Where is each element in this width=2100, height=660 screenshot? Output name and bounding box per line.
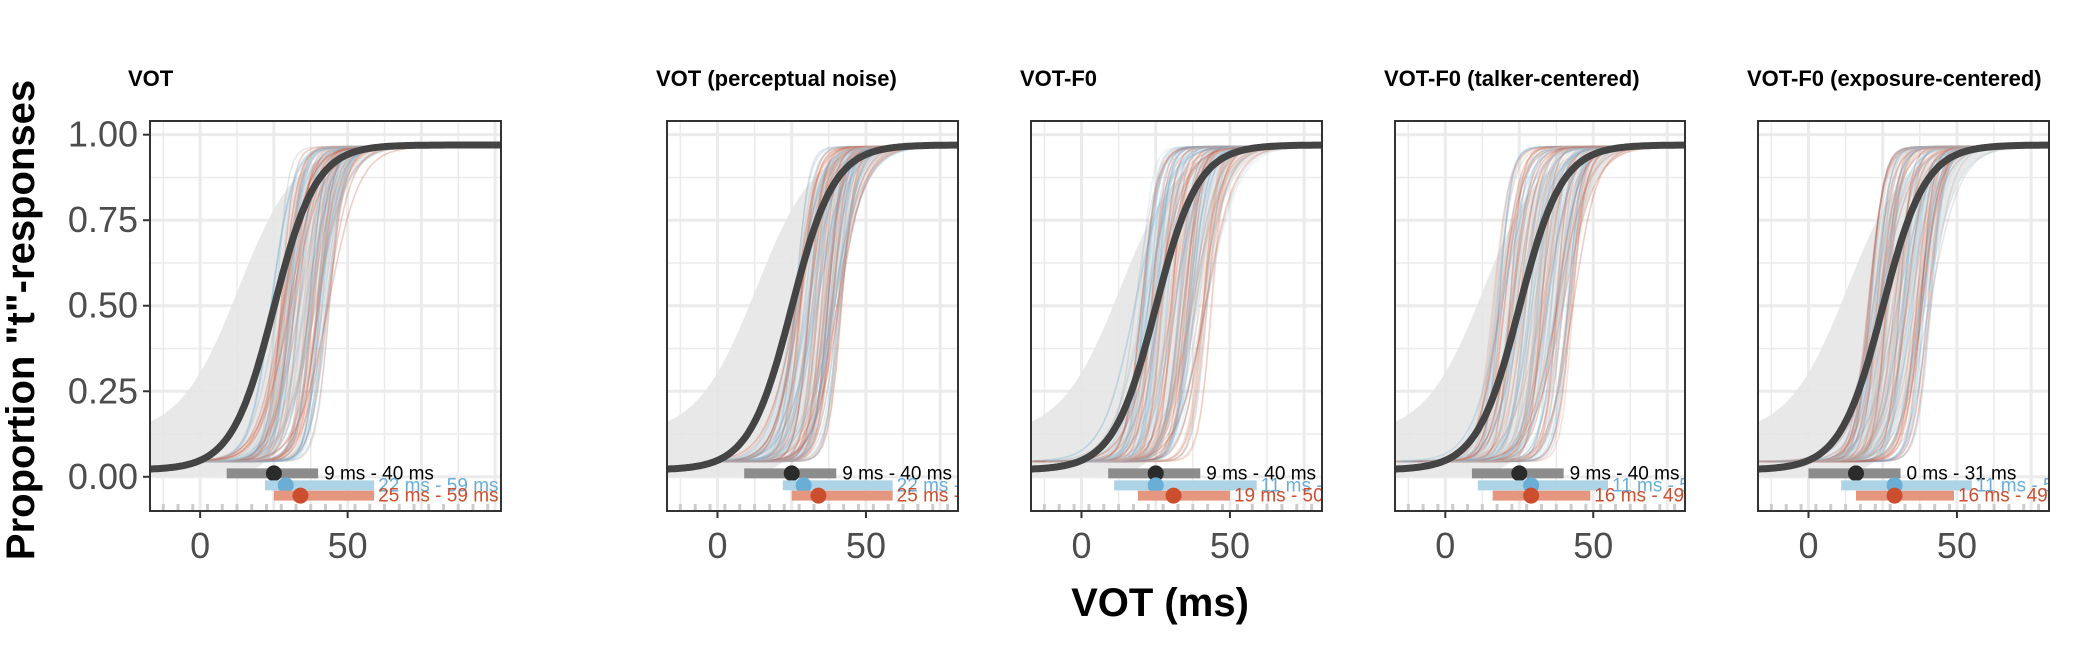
y-tick-label: 1.00 — [68, 114, 138, 155]
y-tick-label: 0.50 — [68, 285, 138, 326]
individual-curve — [1051, 146, 1319, 463]
reference-curve — [1031, 141, 1322, 473]
confidence-ribbon — [1395, 141, 1685, 477]
range-point-red — [1165, 487, 1182, 504]
range-label-blue: 11 ms - 59 ms — [1261, 475, 1380, 496]
x-tick-label: 50 — [1573, 525, 1613, 566]
x-tick-label: 0 — [1798, 525, 1818, 566]
range-label-grey: 9 ms - 40 ms — [1206, 463, 1316, 484]
panel-border — [149, 120, 502, 512]
confidence-ribbon — [1758, 141, 2049, 477]
y-axis-label: Proportion "t"-responses — [0, 80, 43, 560]
x-tick-label: 50 — [1210, 525, 1250, 566]
reference-curve — [1758, 141, 2049, 473]
range-label-grey: 9 ms - 40 ms — [324, 463, 434, 484]
range-label-blue: 11 ms - 55 ms — [1976, 475, 2095, 496]
x-tick-label: 0 — [1071, 525, 1091, 566]
panel-title: VOT-F0 (exposure-centered) — [1747, 66, 2042, 91]
range-label-red: 16 ms - 49 ms — [1958, 486, 2078, 507]
range-point-grey — [1511, 465, 1528, 482]
range-point-red — [292, 487, 309, 504]
range-point-grey — [1847, 465, 1864, 482]
y-tick-label: 0.75 — [68, 199, 138, 240]
range-point-grey — [1147, 465, 1164, 482]
panel-title: VOT-F0 — [1020, 66, 1097, 91]
reference-curve — [1395, 141, 1685, 473]
range-label-blue: 22 ms - 59 ms — [897, 475, 1017, 496]
range-point-red — [1523, 487, 1540, 504]
range-point-grey — [783, 465, 800, 482]
grid — [150, 121, 501, 511]
range-point-grey — [265, 465, 282, 482]
x-tick-label: 0 — [707, 525, 727, 566]
x-tick-label: 0 — [1435, 525, 1455, 566]
confidence-ribbon — [150, 141, 501, 477]
x-tick-label: 50 — [846, 525, 886, 566]
range-point-red — [810, 487, 827, 504]
panel-title: VOT-F0 (talker-centered) — [1384, 66, 1640, 91]
reference-curve — [150, 141, 501, 473]
range-point-red — [1886, 487, 1903, 504]
panel-border — [666, 120, 959, 512]
range-point-blue — [1147, 477, 1164, 494]
range-label-grey: 9 ms - 40 ms — [1570, 463, 1680, 484]
x-tick-label: 0 — [190, 525, 210, 566]
panel-title: VOT — [128, 66, 174, 91]
range-label-grey: 0 ms - 31 ms — [1907, 463, 2017, 484]
panel-border — [1394, 120, 1686, 512]
reference-curve — [667, 141, 958, 473]
x-tick-label: 50 — [328, 525, 368, 566]
range-label-red: 25 ms - 59 ms — [897, 486, 1017, 507]
range-label-red: 25 ms - 59 ms — [378, 486, 498, 507]
x-tick-label: 50 — [1937, 525, 1977, 566]
range-label-grey: 9 ms - 40 ms — [842, 463, 952, 484]
individual-curve — [1059, 146, 1318, 463]
panel-border — [1030, 120, 1323, 512]
range-point-blue — [277, 477, 294, 494]
x-axis-label: VOT (ms) — [1071, 581, 1249, 625]
confidence-ribbon — [667, 141, 958, 477]
panel-border — [1757, 120, 2050, 512]
range-label-red: 16 ms - 49 ms — [1594, 486, 1714, 507]
range-label-blue: 11 ms - 55 ms — [1612, 475, 1731, 496]
confidence-ribbon — [1031, 141, 1322, 477]
y-tick-label: 0.25 — [68, 370, 138, 411]
range-point-blue — [795, 477, 812, 494]
panel-title: VOT (perceptual noise) — [656, 66, 897, 91]
range-label-red: 19 ms - 50 ms — [1234, 486, 1354, 507]
range-label-blue: 22 ms - 59 ms — [378, 475, 498, 496]
y-tick-label: 0.00 — [68, 456, 138, 497]
